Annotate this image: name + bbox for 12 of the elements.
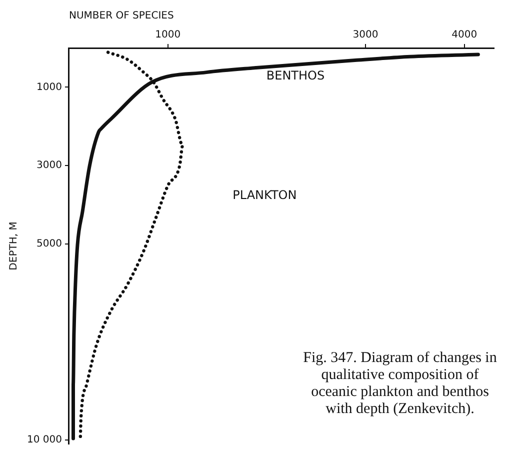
annotation: Fig. 347. Diagram of changes in qualitative composition of oceanic plankton and benthos with depth (Zenkevitch).: [302, 350, 498, 418]
x-axis-title: NUMBER OF SPECIES: [68, 10, 174, 22]
y-tick-label: 1000: [36, 82, 62, 93]
y-tick-label: 5000: [36, 238, 62, 250]
series-label: BENTHOS: [266, 68, 325, 82]
y-axis-title: DEPTH, M: [8, 222, 20, 270]
x-tick-label: 3000: [352, 30, 378, 41]
x-tick-label: 1000: [155, 30, 181, 41]
x-tick-label: 4000: [452, 30, 478, 41]
text: PLANKTON: [232, 188, 297, 202]
y-tick-label: 10 000: [26, 434, 62, 446]
y-tick-label: 3000: [36, 160, 62, 172]
